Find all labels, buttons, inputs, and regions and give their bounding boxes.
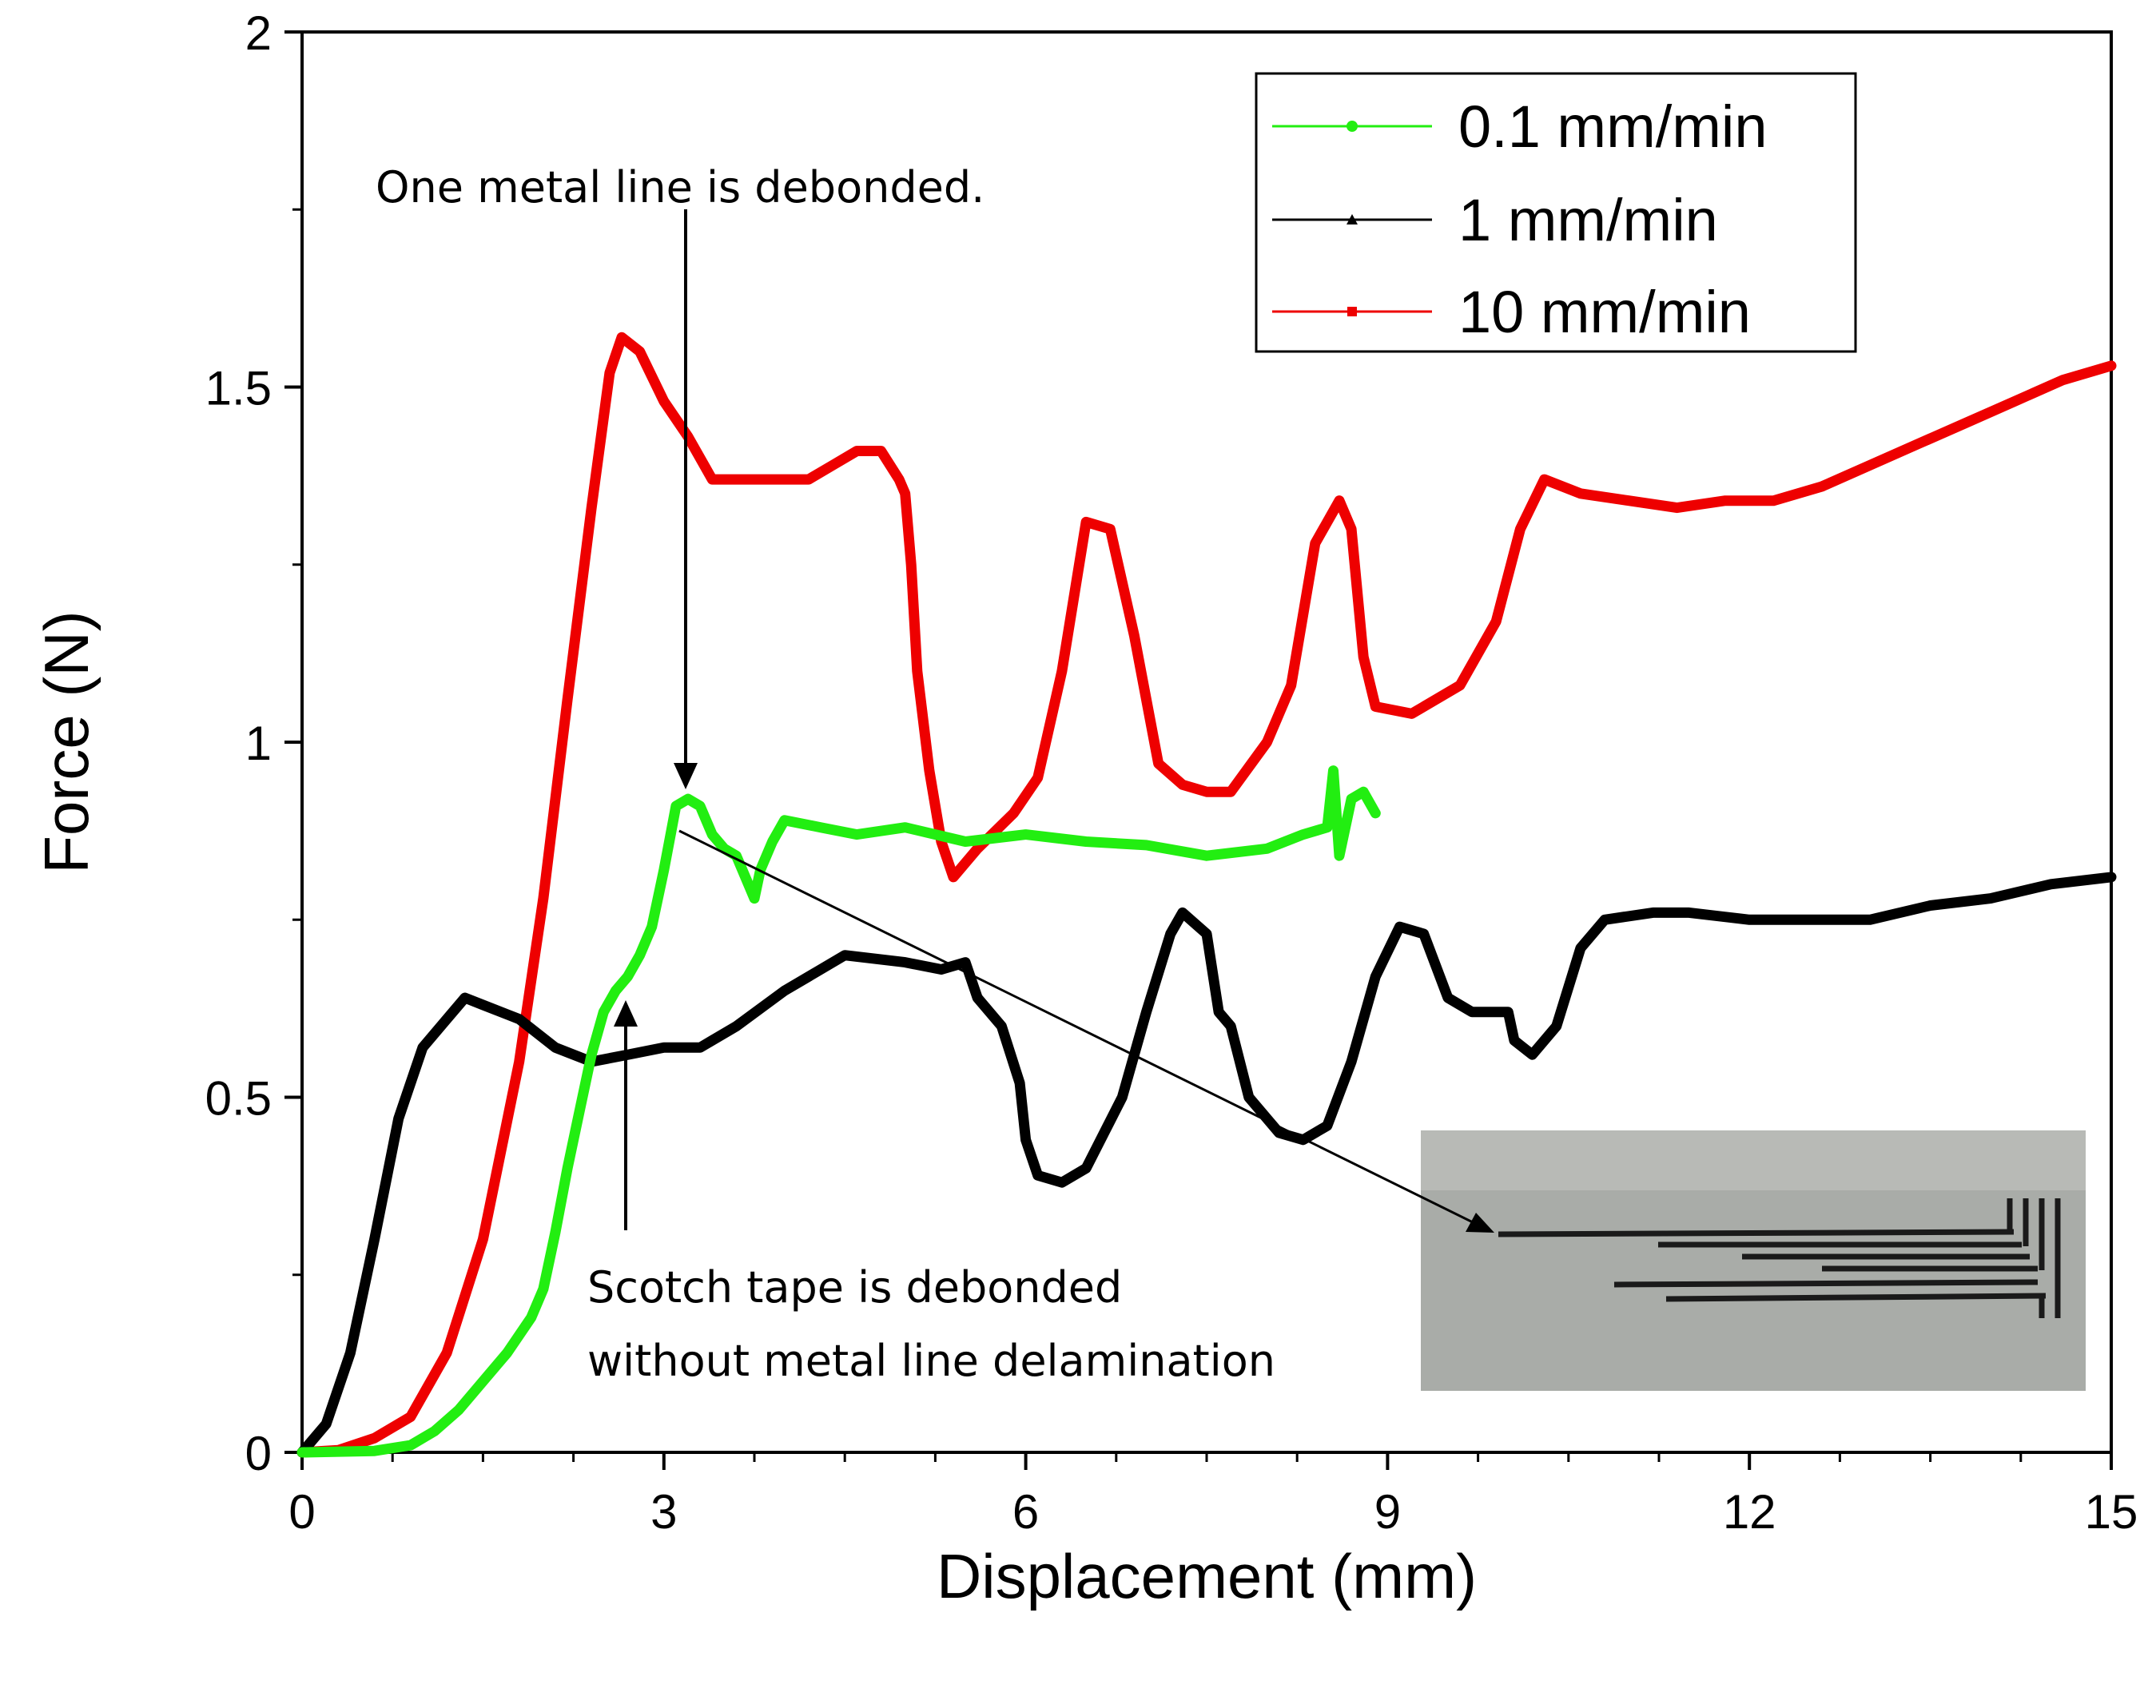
annotation-scotch-tape-line1: Scotch tape is debonded [587, 1262, 1122, 1313]
legend-label: 1 mm/min [1458, 187, 1718, 253]
x-tick-label: 3 [650, 1485, 677, 1539]
legend-label: 0.1 mm/min [1458, 93, 1768, 160]
legend-marker-square [1347, 307, 1357, 316]
arrow-bottom-head [614, 1000, 638, 1027]
y-tick-label: 2 [245, 6, 272, 60]
arrow-inset-head [1466, 1213, 1494, 1233]
legend-items: 0.1 mm/min 1 mm/min 10 mm/min [1272, 93, 1768, 345]
y-tick-label: 0.5 [205, 1072, 272, 1126]
inset-photo-top-band [1421, 1130, 2086, 1190]
y-axis-title: Force (N) [31, 610, 101, 873]
x-tick-label: 15 [2085, 1485, 2138, 1539]
series-line-1-mm-min [296, 872, 2117, 1458]
annotation-metal-line-debonded: One metal line is debonded. [376, 162, 985, 213]
x-tick-label: 12 [1723, 1485, 1776, 1539]
x-axis-title: Displacement (mm) [937, 1541, 1477, 1611]
y-tick-label: 1.5 [205, 362, 272, 415]
legend-label: 10 mm/min [1458, 279, 1751, 345]
annotation-scotch-tape-line2: without metal line delamination [587, 1336, 1275, 1386]
legend-marker-triangle [1347, 214, 1358, 224]
series-layer [296, 332, 2117, 1458]
x-tick-label: 0 [288, 1485, 315, 1539]
axis-tick-labels: 0 3 6 9 12 15 0 0.5 1 1.5 2 [205, 6, 2138, 1539]
inset-metal-lines [1498, 1198, 2061, 1318]
x-tick-label: 6 [1012, 1485, 1039, 1539]
legend-marker-circle [1347, 121, 1358, 132]
inset-photo [1421, 1130, 2086, 1391]
y-tick-label: 0 [245, 1427, 272, 1480]
arrow-top-head [674, 763, 698, 789]
series-line-0-1-mm-min [296, 765, 1381, 1458]
legend-box [1255, 72, 1857, 353]
annotation-arrows [614, 209, 1494, 1233]
legend: 0.1 mm/min 1 mm/min 10 mm/min [1255, 72, 1857, 353]
x-tick-label: 9 [1374, 1485, 1401, 1539]
series-line-10-mm-min [296, 332, 2117, 1458]
y-tick-label: 1 [245, 717, 272, 770]
arrow-inset-shaft [678, 829, 1475, 1225]
